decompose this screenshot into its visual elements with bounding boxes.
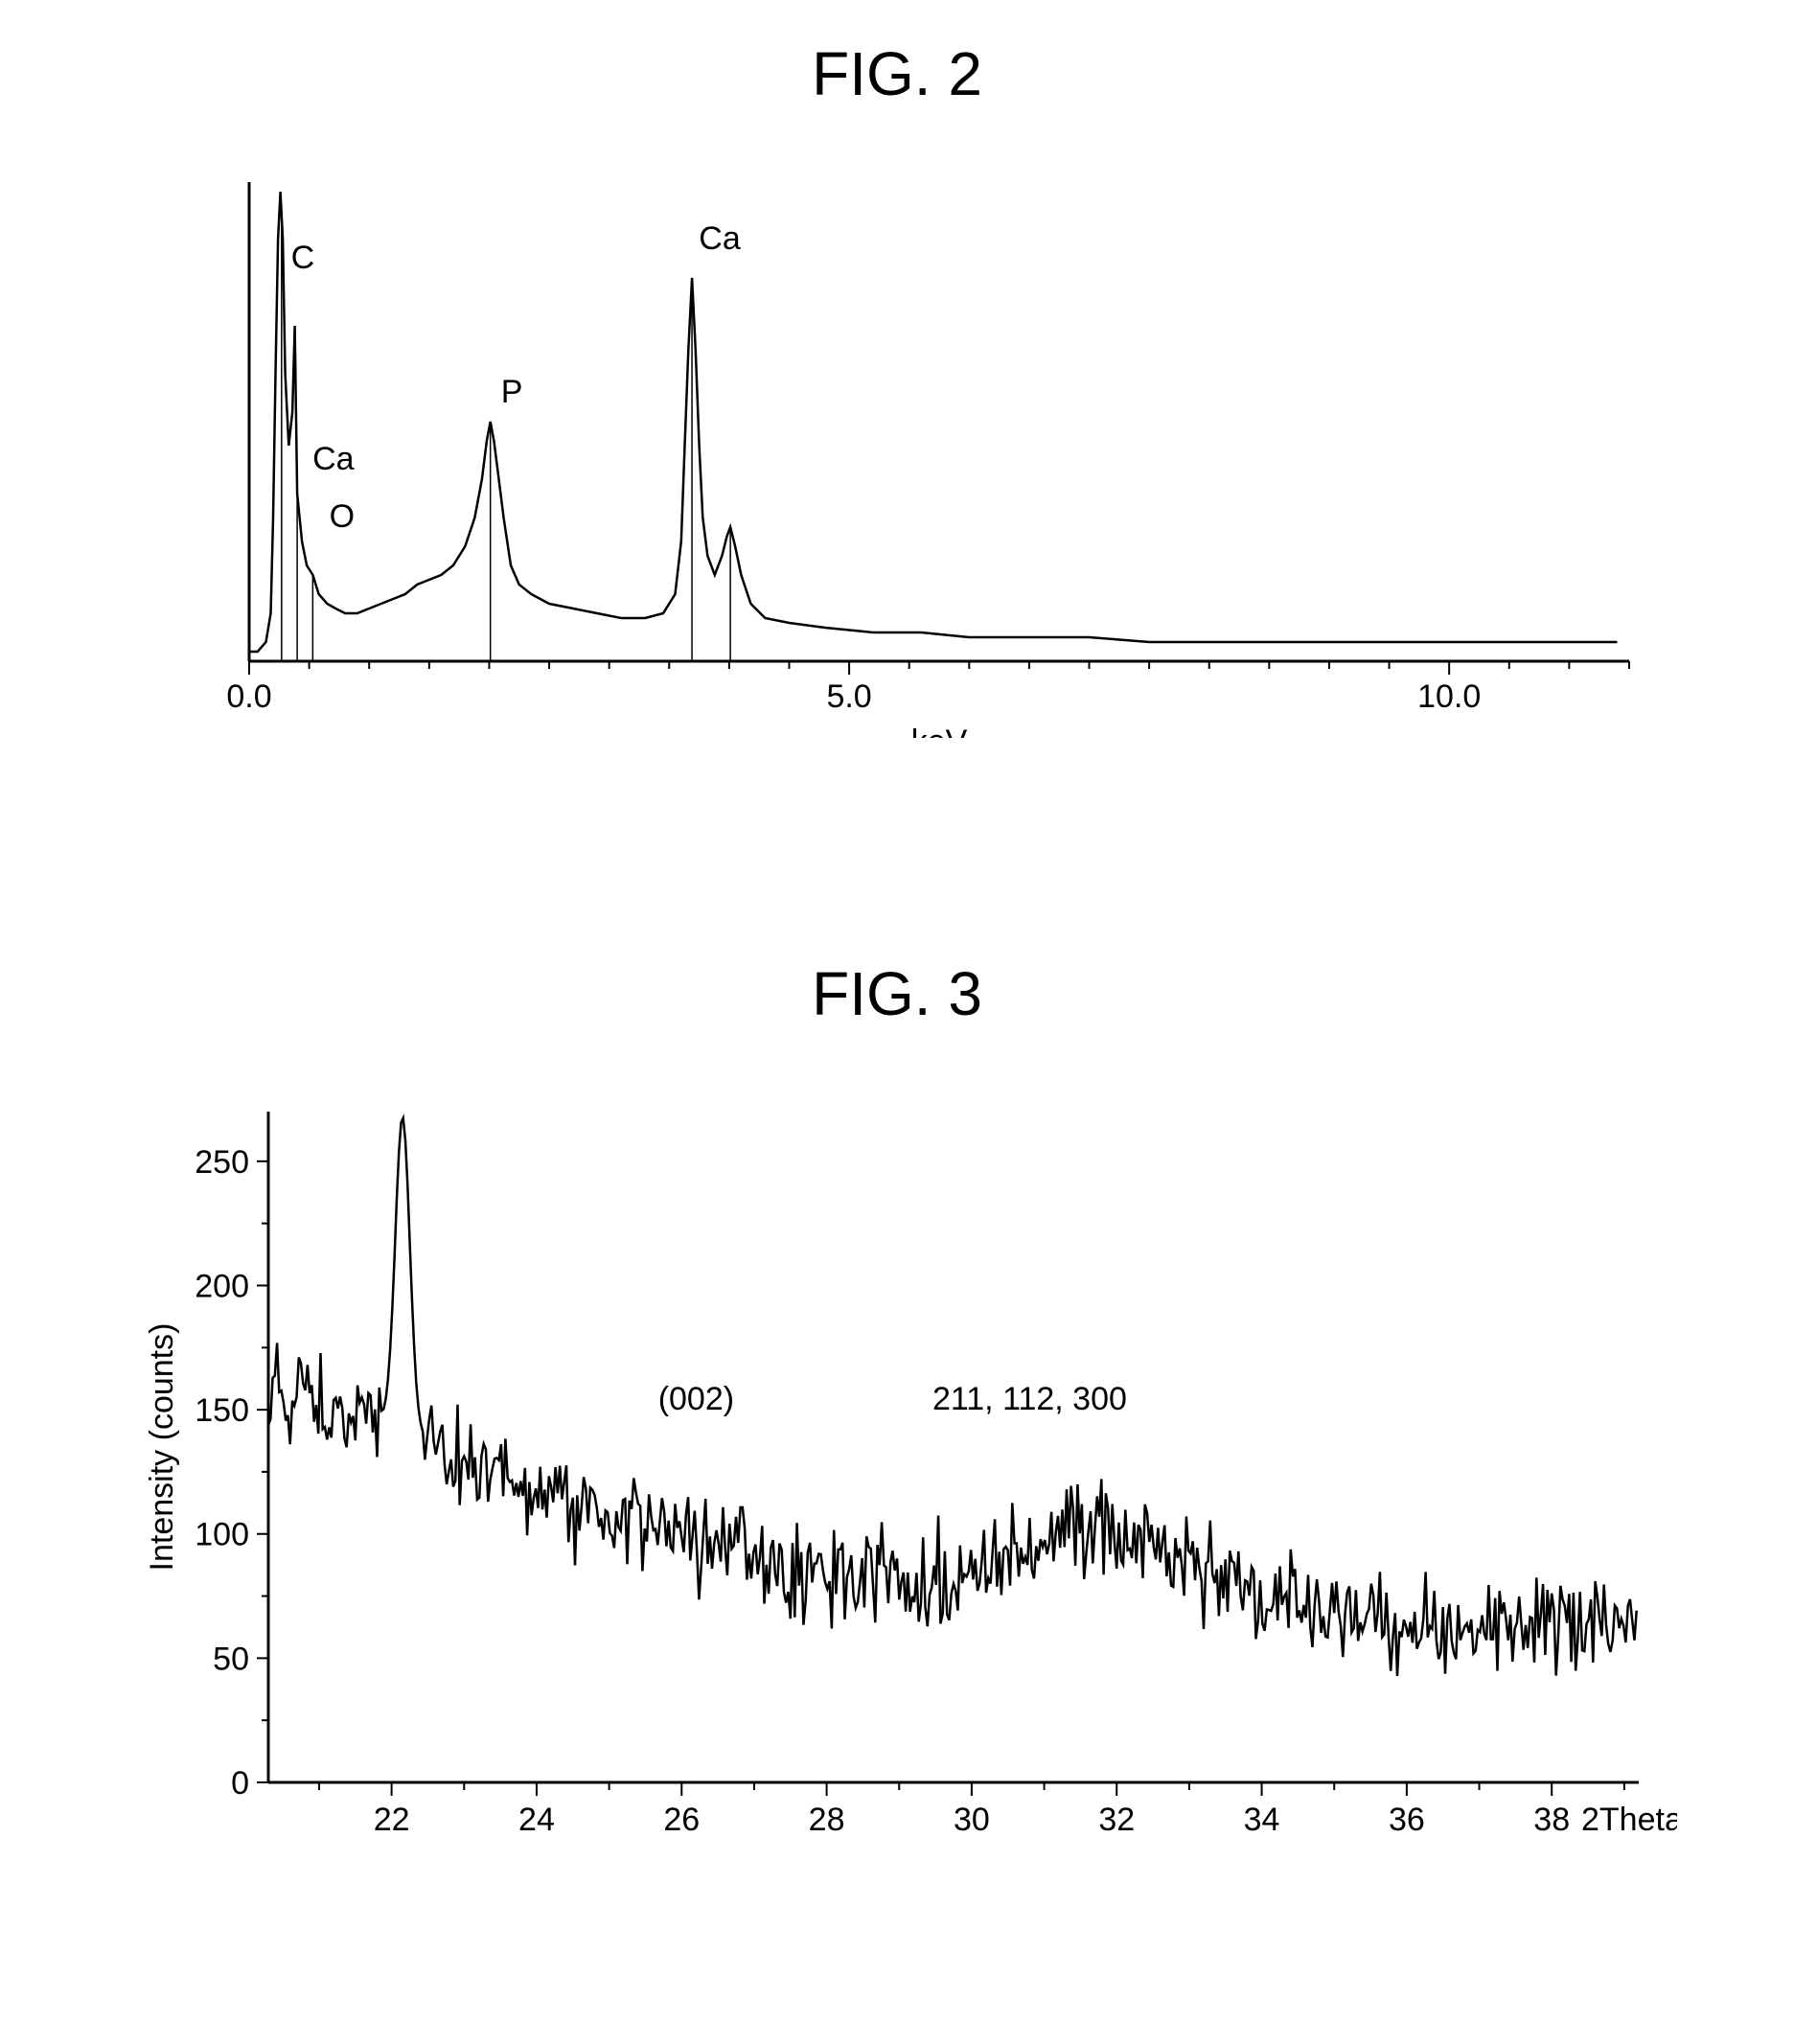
fig2-title: FIG. 2 bbox=[0, 38, 1794, 109]
fig2-spectrum-line bbox=[249, 192, 1618, 652]
fig2-eds-spectrum: 0.0 5.0 10.0 keV C Ca O P Ca bbox=[211, 153, 1648, 738]
fig3-xtick-label: 32 bbox=[1098, 1802, 1135, 1838]
fig2-peak-label: O bbox=[330, 498, 355, 535]
fig3-xtick-label: 38 bbox=[1533, 1802, 1570, 1838]
fig2-peak-label: C bbox=[291, 240, 315, 276]
fig2-xtick-label: 5.0 bbox=[826, 678, 871, 715]
fig3-ytick-label: 0 bbox=[231, 1765, 249, 1802]
fig2-peak-label: Ca bbox=[699, 220, 741, 257]
fig3-xtick-label: 28 bbox=[809, 1802, 845, 1838]
fig2-peak-label: P bbox=[501, 374, 523, 410]
fig3-ytick-label: 200 bbox=[195, 1268, 249, 1304]
page-root: FIG. 2 0.0 5.0 10.0 keV C Ca O P Ca FIG. 3 0 50 10… bbox=[0, 0, 1794, 2044]
fig3-ytick-label: 100 bbox=[195, 1517, 249, 1553]
fig3-annotation: 211, 112, 300 bbox=[932, 1381, 1127, 1417]
fig3-yaxis-label: Intensity (counts) bbox=[144, 1323, 180, 1572]
fig3-xtick-label: 22 bbox=[374, 1802, 410, 1838]
fig3-xtick-label: 30 bbox=[954, 1802, 990, 1838]
fig2-peak-label: Ca bbox=[312, 441, 355, 477]
fig3-ytick-label: 50 bbox=[213, 1641, 249, 1677]
fig2-xaxis-label: keV bbox=[911, 723, 968, 738]
fig3-xtick-label: 26 bbox=[663, 1802, 700, 1838]
fig3-ytick-label: 150 bbox=[195, 1392, 249, 1429]
fig3-xtick-label: 36 bbox=[1389, 1802, 1425, 1838]
fig3-title: FIG. 3 bbox=[0, 958, 1794, 1029]
fig3-xrd-pattern: 0 50 100 150 200 250 Intensity (counts) 22 24 26 2… bbox=[125, 1083, 1677, 1897]
fig2-xtick-label: 0.0 bbox=[226, 678, 271, 715]
fig3-xaxis-label: 2Theta (*) bbox=[1581, 1802, 1677, 1838]
fig3-xtick-label: 24 bbox=[518, 1802, 555, 1838]
fig3-annotation: (002) bbox=[658, 1381, 734, 1417]
fig3-xtick-label: 34 bbox=[1244, 1802, 1280, 1838]
fig3-ytick-label: 250 bbox=[195, 1144, 249, 1181]
fig2-xtick-label: 10.0 bbox=[1417, 678, 1481, 715]
